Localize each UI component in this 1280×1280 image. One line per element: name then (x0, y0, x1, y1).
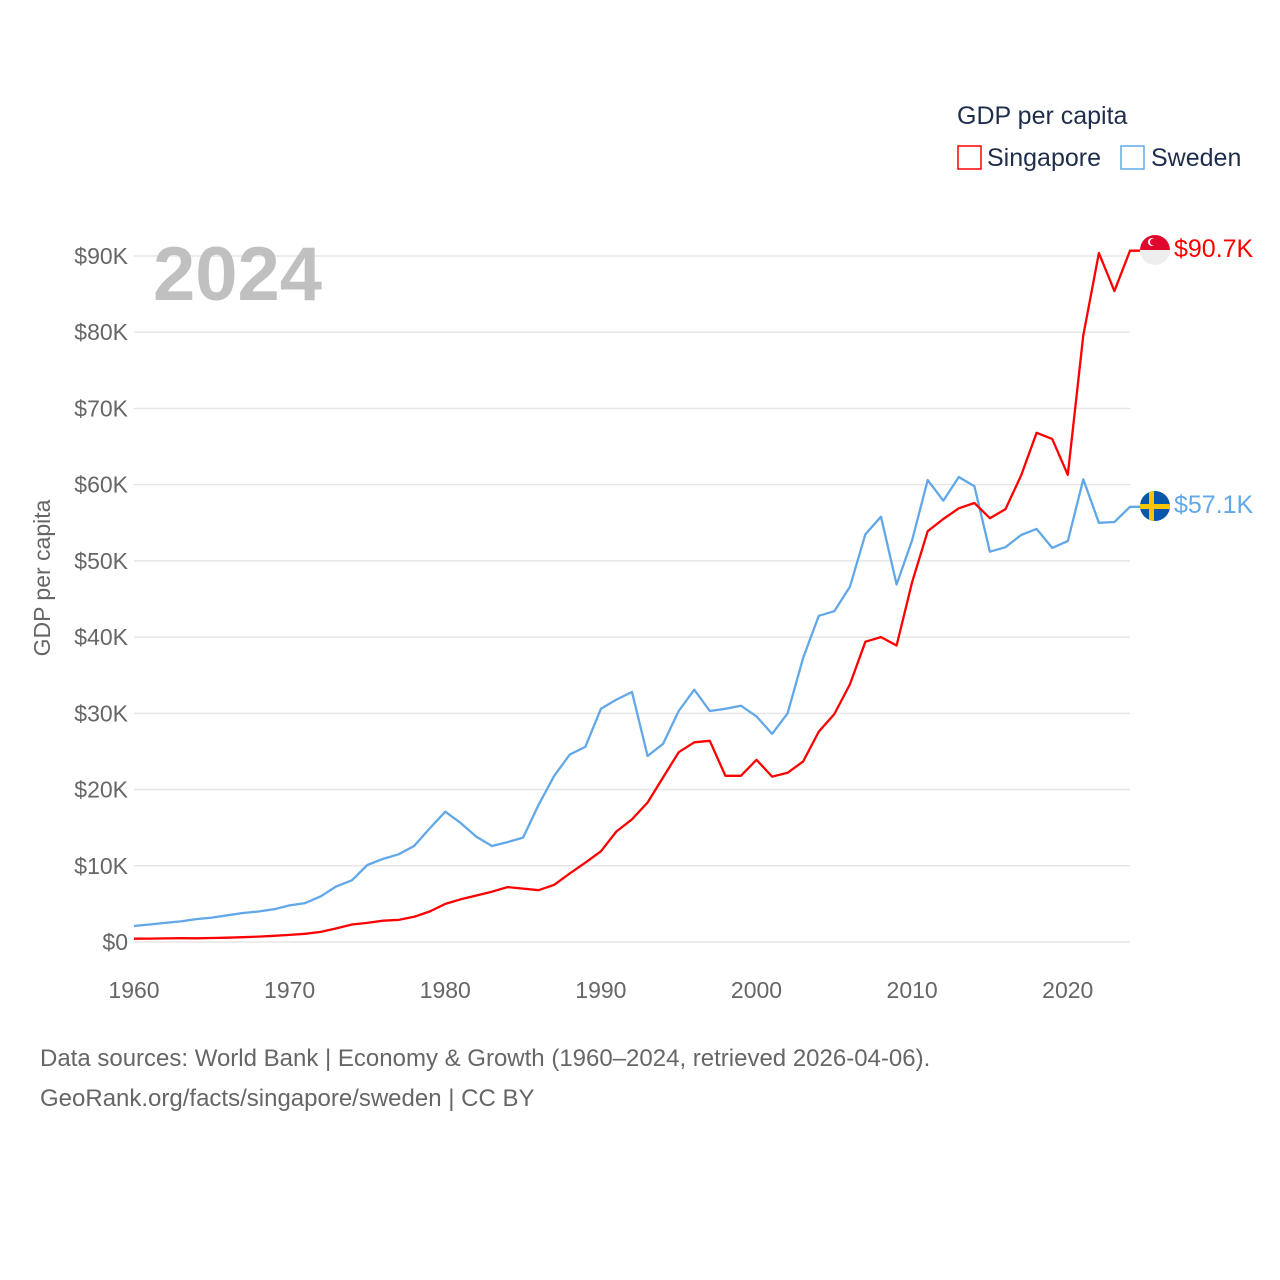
legend-item-sweden[interactable]: Sweden (1120, 144, 1241, 172)
legend-item-singapore[interactable]: Singapore (957, 144, 1101, 172)
singapore-flag-icon (1140, 235, 1170, 265)
legend-title: GDP per capita (957, 102, 1128, 130)
y-axis-ticks: $0 $10K $20K $30K $40K $50K $60K $70K $80K $90K (74, 243, 128, 955)
series-lines (133, 249, 1140, 940)
footer-attribution[interactable]: GeoRank.org/facts/singapore/sweden | CC … (40, 1085, 535, 1112)
sweden-line (133, 475, 1140, 928)
legend-label: Sweden (1151, 144, 1241, 172)
x-tick-label: 1990 (575, 977, 626, 1003)
x-tick-label: 1970 (264, 977, 315, 1003)
y-axis-label: GDP per capita (29, 499, 55, 656)
singapore-end-label: $90.7K (1174, 235, 1254, 263)
y-tick-label: $70K (74, 395, 128, 421)
x-tick-label: 2020 (1042, 977, 1093, 1003)
x-tick-label: 1960 (108, 977, 159, 1003)
y-tick-label: $40K (74, 624, 128, 650)
y-tick-label: $20K (74, 777, 128, 803)
x-tick-label: 2010 (887, 977, 938, 1003)
grid-lines (134, 255, 1130, 943)
y-tick-label: $90K (74, 243, 128, 269)
sweden-end-label: $57.1K (1174, 491, 1254, 519)
y-tick-label: $60K (74, 472, 128, 498)
y-tick-label: $80K (74, 319, 128, 345)
y-tick-label: $30K (74, 700, 128, 726)
x-tick-label: 2000 (731, 977, 782, 1003)
x-tick-label: 1980 (420, 977, 471, 1003)
singapore-line (133, 249, 1140, 940)
y-tick-label: $10K (74, 853, 128, 879)
y-tick-label: $50K (74, 548, 128, 574)
y-tick-label: $0 (102, 929, 128, 955)
legend-label: Singapore (987, 144, 1101, 172)
footer-sources: Data sources: World Bank | Economy & Gro… (40, 1045, 931, 1072)
sweden-flag-icon (1140, 491, 1170, 521)
x-axis-ticks: 1960 1970 1980 1990 2000 2010 2020 (108, 977, 1093, 1003)
year-watermark: 2024 (153, 232, 322, 317)
